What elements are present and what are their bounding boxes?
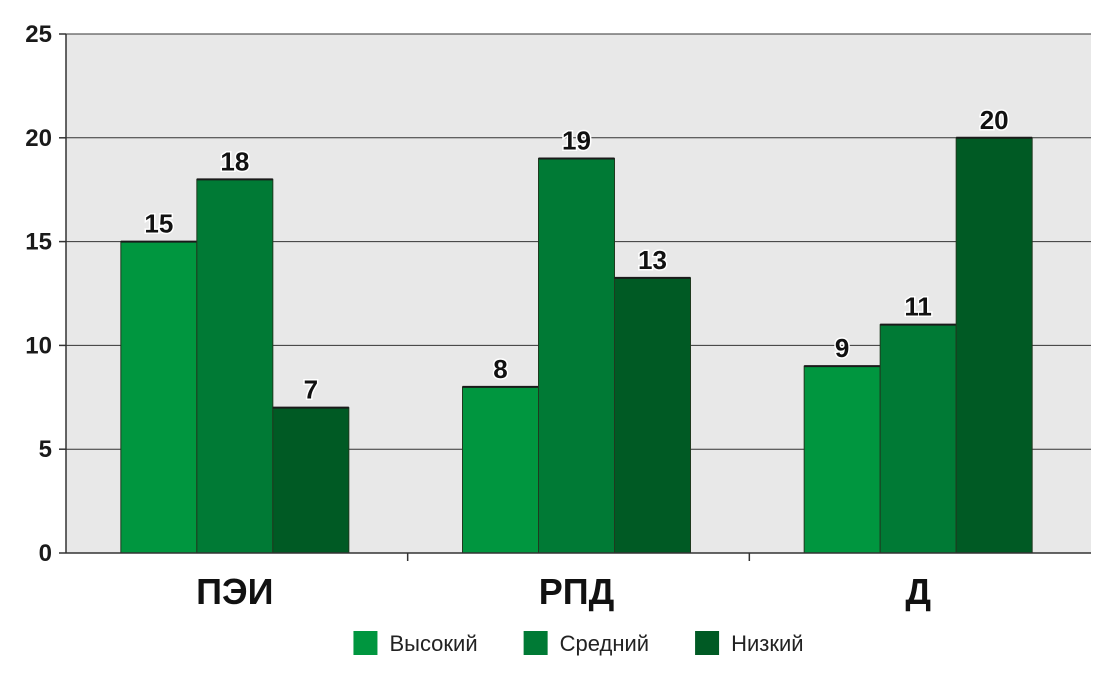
- y-tick-label: 20: [25, 125, 52, 152]
- bar-Низкий-ПЭИ: [272, 407, 350, 554]
- bar-Низкий-Д: [955, 137, 1033, 554]
- bar-Низкий-РПД: [614, 277, 691, 554]
- legend-label: Средний: [560, 631, 649, 656]
- data-label: 19: [562, 126, 591, 156]
- x-tick-label: Д: [905, 571, 931, 612]
- y-tick-label: 10: [25, 332, 52, 359]
- x-tick-label: ПЭИ: [196, 571, 273, 612]
- legend-swatch: [695, 631, 720, 655]
- data-label: 15: [144, 209, 173, 239]
- bar-Высокий-ПЭИ: [120, 241, 198, 554]
- data-label: 7: [304, 375, 318, 405]
- x-tick-labels: ПЭИ РПД Д: [196, 571, 931, 612]
- y-tick-label: 5: [39, 436, 52, 463]
- bar-Высокий-Д: [803, 365, 881, 554]
- data-label: 18: [220, 146, 249, 176]
- legend-label: Низкий: [731, 631, 803, 656]
- bar-Высокий-РПД: [462, 386, 539, 554]
- legend-label: Высокий: [389, 631, 477, 656]
- legend-swatch: [353, 631, 378, 655]
- bars: [120, 136, 1033, 554]
- bar-Средний-Д: [879, 324, 957, 554]
- y-tick-label: 25: [25, 21, 52, 48]
- x-tick-label: РПД: [539, 571, 615, 612]
- axes: [65, 34, 1091, 561]
- bar-Средний-РПД: [538, 158, 615, 554]
- data-label: 8: [493, 354, 507, 384]
- data-label: 20: [980, 105, 1009, 135]
- y-tick-label: 0: [39, 540, 52, 567]
- legend-swatch: [523, 631, 548, 655]
- legend: Высокий Средний Низкий: [353, 631, 804, 656]
- bar-Средний-ПЭИ: [196, 178, 274, 554]
- y-tick-labels: 0 5 10 15 20 25: [25, 21, 52, 567]
- y-tick-label: 15: [25, 229, 52, 256]
- data-label: 9: [835, 333, 849, 363]
- data-labels: 15 18 7 8 19 13 9 11 20: [143, 103, 1010, 406]
- data-label: 11: [904, 292, 932, 322]
- data-label: 13: [638, 245, 667, 275]
